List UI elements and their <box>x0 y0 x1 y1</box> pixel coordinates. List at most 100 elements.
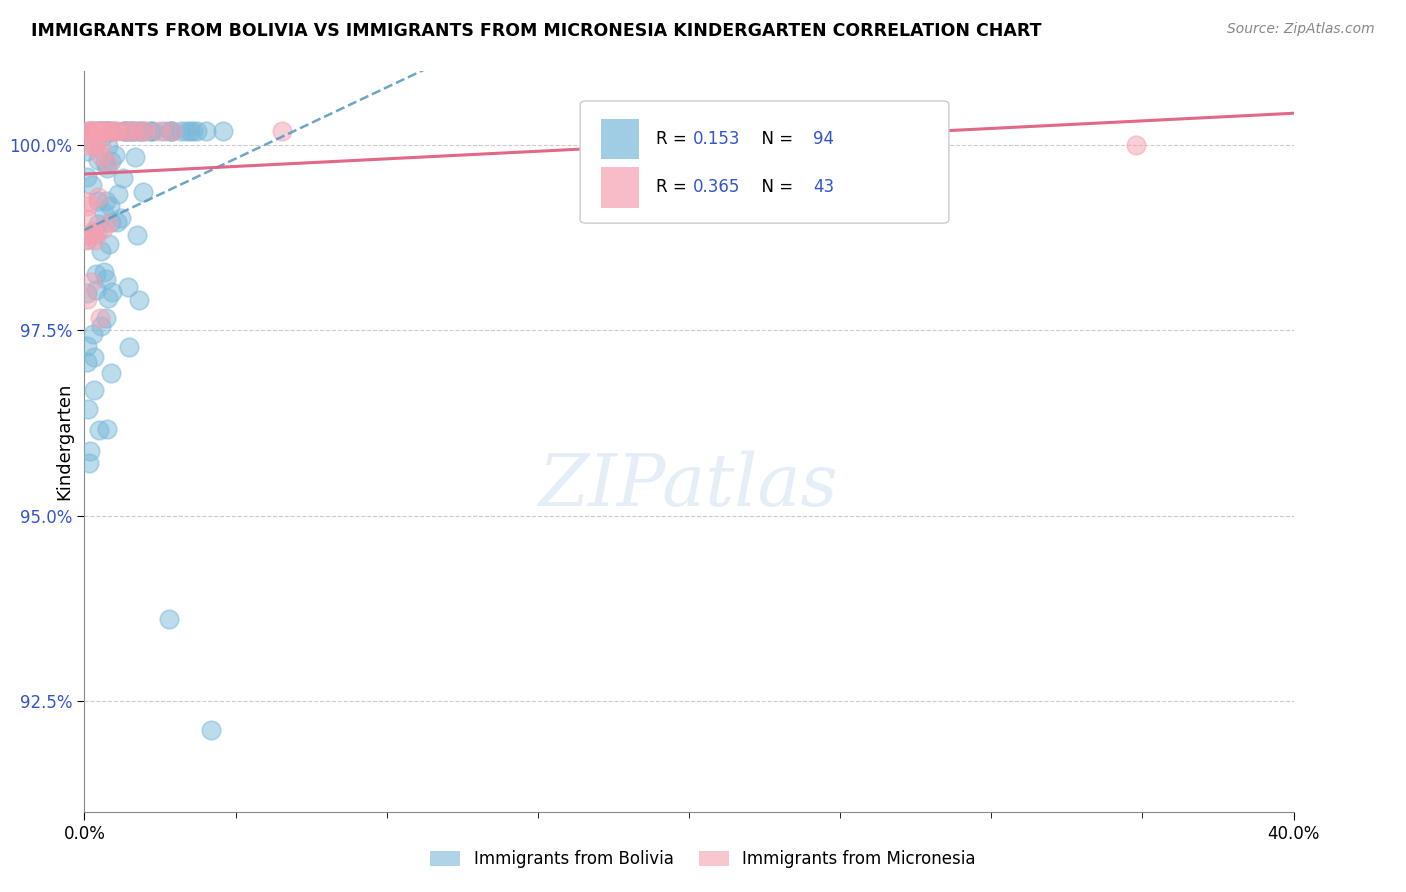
Point <box>89 123 111 137</box>
Point <box>186 123 208 137</box>
Point <box>139 123 162 137</box>
Point <box>76 169 98 184</box>
Point <box>110 211 132 225</box>
Point <box>84 140 107 154</box>
Point <box>94 311 117 326</box>
Point <box>76 195 98 210</box>
Point <box>159 123 181 137</box>
Point <box>80 178 103 193</box>
Point <box>83 227 105 241</box>
Point <box>83 383 105 397</box>
Point <box>77 137 100 152</box>
Text: 0.153: 0.153 <box>693 130 740 148</box>
Point <box>128 123 150 137</box>
Point <box>97 236 120 251</box>
Bar <box>600 119 640 160</box>
Point <box>141 123 163 137</box>
Point <box>87 190 110 204</box>
Point <box>84 233 107 247</box>
Text: ZIPatlas: ZIPatlas <box>538 450 839 521</box>
Point <box>115 123 138 137</box>
Point <box>152 123 174 137</box>
Point <box>76 338 98 352</box>
Point <box>82 327 104 342</box>
Point <box>122 123 145 137</box>
Point <box>86 123 108 137</box>
Point <box>100 215 122 229</box>
Point <box>76 199 98 213</box>
Point <box>103 123 125 137</box>
Point <box>117 280 139 294</box>
Point <box>107 186 129 201</box>
Point <box>80 275 103 289</box>
Point <box>134 123 156 137</box>
Text: N =: N = <box>751 178 799 196</box>
Point <box>76 292 98 306</box>
Point <box>100 154 122 169</box>
Point <box>122 123 145 137</box>
Text: 43: 43 <box>814 178 835 196</box>
Point <box>76 354 98 368</box>
Point <box>114 123 136 137</box>
Point <box>114 123 136 137</box>
Point <box>87 217 110 231</box>
FancyBboxPatch shape <box>581 101 949 223</box>
Point <box>120 123 142 137</box>
Point <box>82 224 104 238</box>
Point <box>157 612 180 626</box>
Point <box>118 340 141 354</box>
Point <box>82 123 104 137</box>
Point <box>111 123 134 137</box>
Point <box>90 149 112 163</box>
Point <box>90 318 112 333</box>
Point <box>96 291 118 305</box>
Point <box>87 123 110 137</box>
Point <box>120 123 142 137</box>
Point <box>79 443 101 458</box>
Point <box>128 293 150 308</box>
Point <box>87 153 110 167</box>
Point <box>76 401 98 416</box>
Point <box>79 456 101 470</box>
Point <box>89 123 111 137</box>
Point <box>76 123 98 137</box>
Point <box>79 227 101 241</box>
Point <box>93 123 115 137</box>
Point <box>76 212 98 227</box>
Text: Source: ZipAtlas.com: Source: ZipAtlas.com <box>1227 22 1375 37</box>
Point <box>142 123 165 137</box>
Point <box>127 227 149 242</box>
Point <box>84 283 107 297</box>
Point <box>105 215 128 229</box>
Text: 0.365: 0.365 <box>693 178 740 196</box>
Point <box>131 123 153 137</box>
Point <box>76 285 98 300</box>
Point <box>96 194 118 208</box>
Point <box>79 123 101 137</box>
Text: R =: R = <box>657 178 692 196</box>
Point <box>97 156 120 170</box>
Point <box>96 123 118 137</box>
Text: R =: R = <box>657 130 692 148</box>
Point <box>149 123 172 137</box>
Point <box>76 144 98 158</box>
Point <box>200 723 222 738</box>
Point <box>96 123 118 137</box>
Point <box>112 171 135 186</box>
Point <box>93 154 115 169</box>
Point <box>96 272 118 286</box>
Point <box>97 139 120 153</box>
Point <box>103 123 125 137</box>
Point <box>104 148 127 162</box>
Point <box>87 423 110 437</box>
Point <box>97 216 120 230</box>
Point <box>89 138 111 153</box>
Point <box>83 123 105 137</box>
Point <box>90 123 112 137</box>
Point <box>96 123 118 137</box>
Point <box>83 350 105 364</box>
Point <box>90 130 112 145</box>
Point <box>89 311 111 326</box>
Point <box>84 137 107 152</box>
Point <box>76 233 98 247</box>
